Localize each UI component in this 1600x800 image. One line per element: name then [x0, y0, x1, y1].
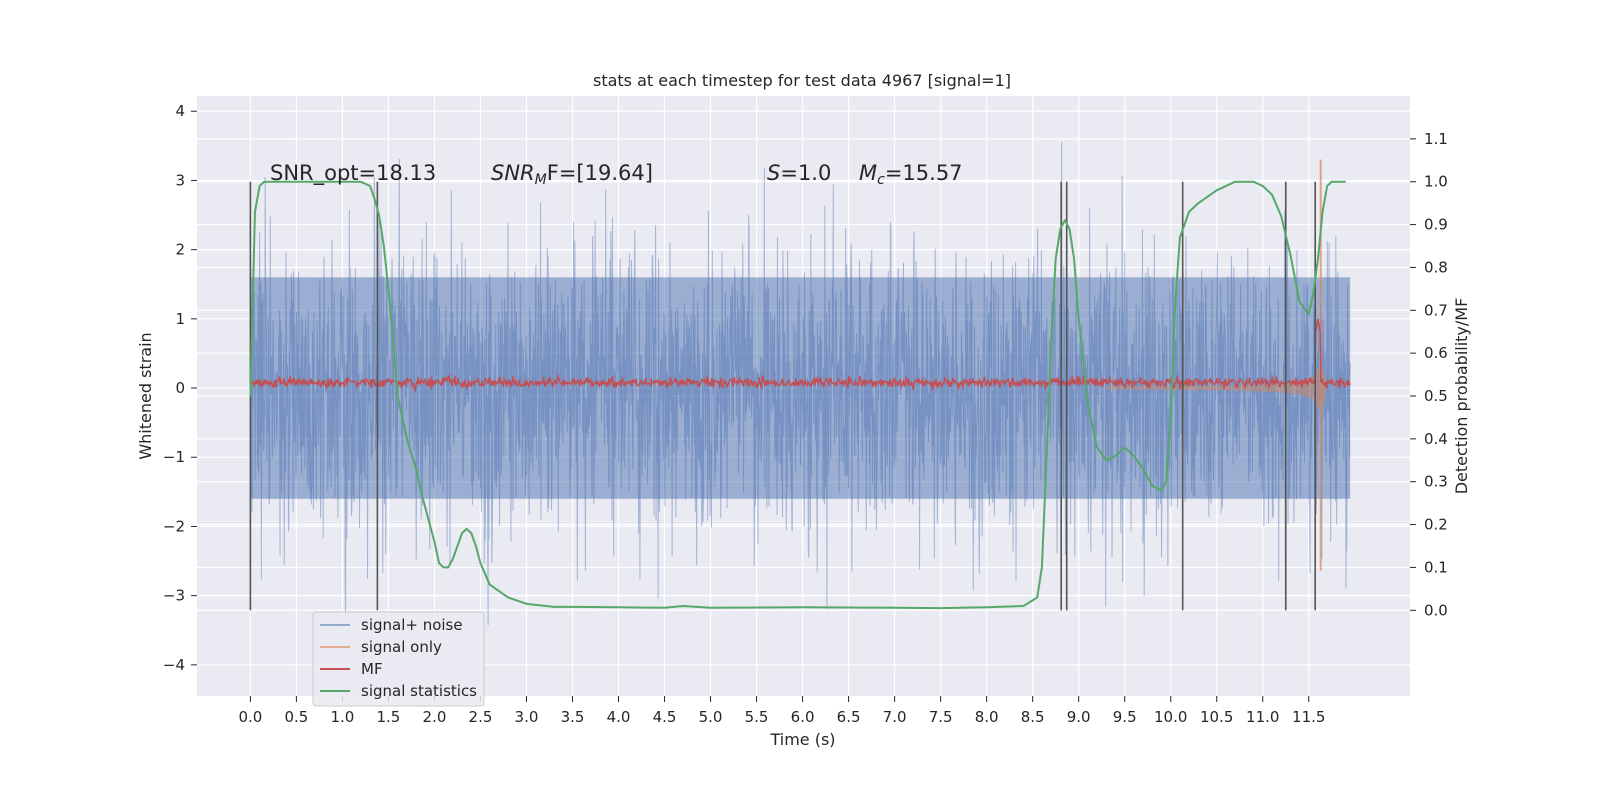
y-tick-label-2: 2: [175, 241, 185, 259]
legend-label-noise: signal+ noise: [361, 616, 463, 634]
y2-tick-label-1: 1.0: [1424, 173, 1448, 191]
x-tick-label-22: 11.0: [1246, 708, 1279, 726]
x-tick-label-0: 0.0: [238, 708, 262, 726]
legend-label-mf: MF: [361, 660, 383, 678]
annotations: SNR_opt=18.13 SNRMF=[19.64] S=1.0 Mc=15.…: [270, 161, 963, 188]
y-tick-label-1: 3: [175, 171, 185, 189]
legend-label-signal: signal only: [361, 638, 442, 656]
annotation-snr-mf-name: SNR: [491, 161, 535, 185]
series-mf: [249, 318, 1351, 394]
x-tick-label-2: 1.0: [330, 708, 354, 726]
y-tick-label-7: −3: [163, 587, 185, 605]
annotation-snr-mf-rest: F=[19.64]: [547, 161, 653, 185]
x-tick-label-15: 7.5: [929, 708, 953, 726]
y2-tick-label-2: 0.9: [1424, 216, 1448, 234]
x-tick-label-19: 9.5: [1113, 708, 1137, 726]
chart-title: stats at each timestep for test data 496…: [593, 71, 1011, 90]
y2-tick-label-5: 0.6: [1424, 344, 1448, 362]
x-tick-label-5: 2.5: [469, 708, 493, 726]
y2-tick-label-9: 0.2: [1424, 516, 1448, 534]
annotation-snr-mf-sub: M: [535, 172, 547, 188]
annotation-snr-opt: SNR_opt=18.13: [270, 161, 436, 186]
y2-tick-label-4: 0.7: [1424, 301, 1448, 319]
legend: signal+ noise signal only MF signal stat…: [312, 611, 485, 707]
y-axis-title: Whitened strain: [136, 332, 155, 459]
annotation-s: S=1.0: [767, 161, 831, 185]
x-tick-label-4: 2.0: [423, 708, 447, 726]
annotation-snr-mf: SNRMF=[19.64]: [491, 161, 653, 188]
y-tick-label-3: 1: [175, 310, 185, 328]
y-ticks: 4 3 2 1 0 −1 −2 −3 −4: [163, 102, 197, 674]
x-tick-label-7: 3.5: [561, 708, 585, 726]
signal-envelope: [940, 361, 1328, 415]
annotation-s-name: S: [767, 161, 780, 185]
annotation-mc-rest: =15.57: [885, 161, 963, 185]
x-tick-label-10: 5.0: [699, 708, 723, 726]
vertical-markers: [249, 181, 1317, 611]
signal-statistics-line: [249, 180, 1346, 610]
x-tick-label-18: 9.0: [1067, 708, 1091, 726]
annotation-mc: Mc=15.57: [859, 161, 963, 188]
x-axis-title: Time (s): [769, 730, 835, 749]
annotation-mc-name: M: [859, 161, 877, 185]
legend-box: [312, 611, 485, 707]
x-tick-label-23: 11.5: [1292, 708, 1325, 726]
x-tick-label-16: 8.0: [975, 708, 999, 726]
y2-ticks: 1.1 1.0 0.9 0.8 0.7 0.6 0.5 0.4 0.3 0.2 0.1 0.0: [1410, 130, 1448, 619]
x-tick-label-13: 6.5: [837, 708, 861, 726]
legend-label-stat: signal statistics: [361, 682, 477, 700]
y-tick-label-4: 0: [175, 379, 185, 397]
y2-tick-label-6: 0.5: [1424, 387, 1448, 405]
x-tick-label-9: 4.5: [653, 708, 677, 726]
y2-tick-label-7: 0.4: [1424, 430, 1448, 448]
x-tick-label-8: 4.0: [607, 708, 631, 726]
x-tick-label-1: 0.5: [284, 708, 308, 726]
x-tick-label-20: 10.0: [1154, 708, 1187, 726]
y2-tick-label-11: 0.0: [1424, 601, 1448, 619]
noise-trace: [249, 141, 1351, 626]
y2-tick-label-8: 0.3: [1424, 473, 1448, 491]
y2-tick-label-0: 1.1: [1424, 130, 1448, 148]
x-tick-label-6: 3.0: [515, 708, 539, 726]
x-tick-label-17: 8.5: [1021, 708, 1045, 726]
y2-axis-title: Detection probability/MF: [1452, 298, 1471, 495]
x-tick-label-11: 5.5: [745, 708, 769, 726]
x-tick-label-14: 7.0: [883, 708, 907, 726]
x-tick-label-12: 6.0: [791, 708, 815, 726]
y-tick-label-5: −1: [163, 448, 185, 466]
annotation-s-rest: =1.0: [780, 161, 831, 185]
y-tick-label-6: −2: [163, 517, 185, 535]
x-ticks: 0.0 0.5 1.0 1.5 2.0 2.5 3.0 3.5 4.0 4.5 5.0 5.5 6.0 6…: [238, 696, 1325, 726]
annotation-mc-sub: c: [877, 172, 885, 188]
y-tick-label-8: −4: [163, 656, 185, 674]
y2-tick-label-10: 0.1: [1424, 558, 1448, 576]
x-tick-label-21: 10.5: [1200, 708, 1233, 726]
mf-trace: [249, 318, 1351, 394]
x-tick-label-3: 1.5: [376, 708, 400, 726]
y-tick-label-0: 4: [175, 102, 185, 120]
series-signal-statistics: [249, 180, 1346, 610]
y2-tick-label-3: 0.8: [1424, 258, 1448, 276]
